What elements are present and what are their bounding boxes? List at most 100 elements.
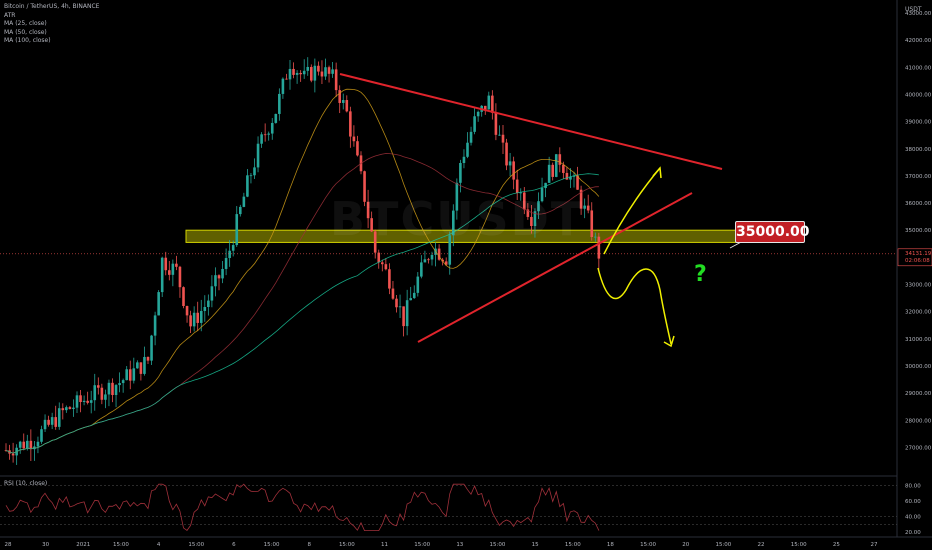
level-callout[interactable]: 35000.00: [735, 221, 810, 243]
candle-body: [231, 245, 235, 251]
candle-body: [459, 162, 462, 183]
time-tick-label: 27: [871, 542, 878, 548]
candle-body: [569, 176, 572, 180]
last-price-badge: [897, 248, 932, 267]
time-tick-label: 13: [456, 542, 463, 548]
candle-body: [551, 164, 554, 177]
candle-body: [256, 143, 260, 168]
candle-body: [427, 259, 430, 261]
candle-body: [185, 306, 189, 316]
chart-legend: Bitcoin / TetherUS, 4h, BINANCE ATR MA (…: [4, 3, 99, 46]
candle-body: [320, 71, 324, 77]
candle-body: [455, 182, 459, 211]
time-tick-label: 15:00: [565, 542, 581, 548]
candle-body: [214, 275, 217, 287]
candle-body: [242, 196, 246, 207]
candle-body: [338, 90, 341, 103]
candle-body: [523, 192, 526, 210]
candle-body: [143, 356, 146, 374]
candle-body: [217, 275, 221, 279]
candle-body: [494, 112, 498, 135]
candle-body: [199, 310, 203, 323]
lower-trendline: [417, 192, 693, 343]
candle-body: [512, 161, 515, 180]
candle-body: [136, 362, 139, 369]
candle-body: [267, 133, 270, 135]
candle-body: [310, 66, 313, 81]
candle-body: [285, 78, 288, 80]
candle-body: [487, 95, 491, 110]
indicator-ma25[interactable]: MA (25, close): [4, 20, 47, 27]
candle-body: [562, 164, 565, 173]
symbol-line[interactable]: Bitcoin / TetherUS, 4h, BINANCE: [4, 3, 100, 10]
time-tick-label: 15:00: [414, 542, 430, 548]
time-tick-label: 20: [682, 542, 689, 548]
candle-body: [54, 417, 57, 427]
price-tick-label: 29000.00: [905, 391, 932, 397]
rsi-label[interactable]: RSI (10, close): [4, 480, 48, 487]
candle-body: [306, 66, 310, 71]
rsi-tick-label: 60.00: [905, 499, 921, 505]
candle-body: [104, 394, 107, 400]
candle-body: [160, 257, 164, 293]
candle-body: [352, 136, 356, 142]
indicator-ma50[interactable]: MA (50, close): [4, 28, 47, 36]
candle-body: [139, 362, 143, 374]
candle-body: [363, 171, 366, 202]
time-tick-label: 15:00: [264, 542, 280, 548]
candle-body: [175, 263, 178, 267]
price-tick-label: 37000.00: [905, 174, 932, 180]
candle-body: [420, 262, 423, 277]
candle-body: [221, 268, 224, 279]
upper-trendline: [339, 73, 723, 170]
price-tick-label: 40000.00: [905, 92, 932, 98]
time-tick-label: 18: [607, 542, 614, 548]
indicator-ma100[interactable]: MA (100, close): [4, 37, 51, 44]
candle-body: [82, 400, 86, 403]
candle-body: [448, 235, 452, 265]
price-tick-label: 35000.00: [905, 228, 932, 234]
price-tick-label: 28000.00: [905, 418, 932, 424]
candle-body: [68, 407, 72, 409]
candle-body: [246, 175, 249, 197]
candle-body: [317, 65, 320, 72]
rsi-tick-label: 80.00: [905, 484, 921, 490]
rsi-tick-label: 20.00: [905, 530, 921, 536]
candle-body: [547, 164, 551, 183]
candle-body: [388, 269, 391, 289]
candle-body: [327, 67, 331, 74]
bearish-scenario-arrow: [597, 267, 672, 345]
time-tick-label: 15:00: [715, 542, 731, 548]
time-tick-label: 15:00: [490, 542, 506, 548]
candle-body: [505, 142, 508, 166]
candle-body: [349, 111, 352, 137]
candle-body: [402, 306, 405, 327]
candle-body: [384, 264, 388, 270]
candle-body: [395, 298, 398, 308]
candle-body: [295, 72, 299, 75]
candle-body: [36, 441, 40, 447]
time-tick-label: 11: [381, 542, 388, 548]
candle-body: [207, 300, 210, 308]
candle-body: [483, 105, 487, 110]
candle-body: [125, 369, 128, 381]
candle-body: [366, 201, 370, 219]
ma100-line: [5, 173, 599, 454]
candle-body: [278, 93, 281, 114]
time-tick-label: 15: [532, 542, 539, 548]
candle-body: [18, 441, 22, 448]
candle-body: [416, 276, 420, 293]
candle-body: [40, 429, 43, 442]
price-tick-label: 43000.00: [905, 11, 932, 17]
candle-body: [61, 408, 65, 411]
candle-body: [519, 192, 523, 194]
candle-body: [146, 356, 150, 361]
question-mark: ?: [694, 262, 707, 287]
indicator-atr[interactable]: ATR: [4, 11, 16, 19]
candle-body: [178, 266, 182, 288]
candle-body: [121, 380, 125, 384]
candle-body: [224, 258, 228, 269]
time-tick-label: 22: [758, 542, 765, 548]
